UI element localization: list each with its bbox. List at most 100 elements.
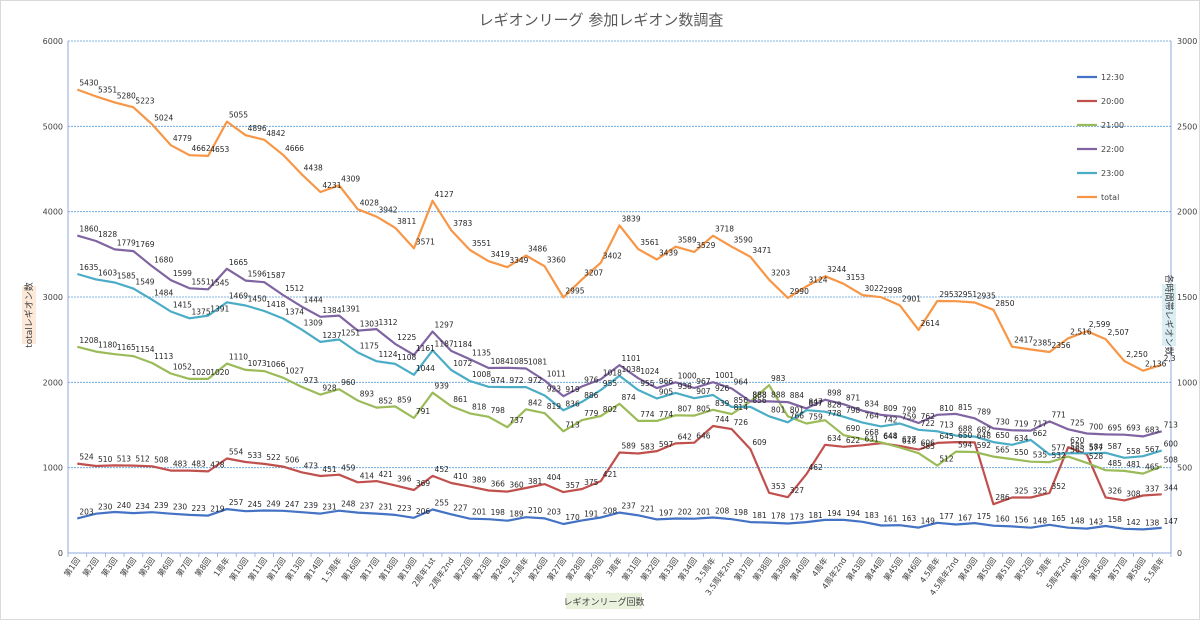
data-label: 2385 bbox=[1033, 338, 1052, 347]
data-label: 2,599 bbox=[1089, 320, 1111, 329]
data-label: 3207 bbox=[584, 268, 603, 277]
data-label: 791 bbox=[416, 407, 431, 416]
data-label: 194 bbox=[827, 509, 842, 518]
data-label: 759 bbox=[808, 412, 823, 421]
series-line-2200 bbox=[76, 234, 1162, 438]
y-right-tick-label: 2000 bbox=[1177, 208, 1197, 217]
data-label: 1101 bbox=[622, 354, 641, 363]
data-label: 369 bbox=[416, 479, 431, 488]
y-left-tick-label: 2000 bbox=[43, 378, 63, 387]
data-label: 764 bbox=[865, 412, 880, 421]
data-label: 839 bbox=[715, 399, 730, 408]
data-label: 1208 bbox=[79, 336, 98, 345]
data-label: 810 bbox=[939, 404, 954, 413]
data-label: 389 bbox=[472, 476, 487, 485]
data-label: 717 bbox=[1033, 420, 1048, 429]
data-label: 410 bbox=[453, 472, 468, 481]
data-label: 528 bbox=[1089, 452, 1104, 461]
data-label: 2935 bbox=[977, 292, 996, 301]
data-label: 819 bbox=[547, 402, 562, 411]
data-label: 928 bbox=[322, 384, 337, 393]
data-label: 147 bbox=[1164, 517, 1179, 526]
data-label: 1081 bbox=[528, 358, 547, 367]
data-label: 3529 bbox=[696, 241, 715, 250]
data-label: 1008 bbox=[472, 370, 491, 379]
data-label: 856 bbox=[734, 396, 749, 405]
data-label: 532 bbox=[1051, 451, 1066, 460]
data-label: 888 bbox=[771, 390, 786, 399]
data-label: 567 bbox=[1145, 445, 1160, 454]
data-label: 688 bbox=[958, 425, 973, 434]
data-label: 198 bbox=[491, 508, 506, 517]
data-label: 231 bbox=[322, 503, 337, 512]
data-label: 2990 bbox=[790, 287, 809, 296]
data-label: 3419 bbox=[491, 250, 510, 259]
data-label: 3203 bbox=[771, 269, 790, 278]
data-label: 2417 bbox=[1014, 336, 1033, 345]
data-label: 522 bbox=[266, 453, 281, 462]
data-label: 815 bbox=[958, 403, 973, 412]
data-label: 1484 bbox=[154, 289, 173, 298]
data-label: 1024 bbox=[640, 367, 659, 376]
data-label: 774 bbox=[640, 410, 655, 419]
data-label: 5055 bbox=[229, 111, 248, 120]
data-label: 2951 bbox=[958, 290, 977, 299]
data-label: 725 bbox=[1070, 418, 1085, 427]
data-label: 1237 bbox=[322, 331, 341, 340]
data-label: 3124 bbox=[808, 275, 827, 284]
data-label: 452 bbox=[435, 465, 450, 474]
data-label: 1073 bbox=[248, 359, 267, 368]
data-label: 5430 bbox=[79, 79, 98, 88]
data-label: 1124 bbox=[378, 350, 397, 359]
data-label: 856 bbox=[752, 396, 767, 405]
data-label: 713 bbox=[565, 420, 580, 429]
data-label: 1545 bbox=[210, 278, 229, 287]
data-label: 2,507 bbox=[1108, 328, 1130, 337]
data-label: 3022 bbox=[865, 284, 884, 293]
data-label: 360 bbox=[509, 481, 524, 490]
data-label: 690 bbox=[846, 424, 861, 433]
data-label: 248 bbox=[341, 500, 356, 509]
y-right-tick-label: 2500 bbox=[1177, 122, 1197, 131]
data-label: 1769 bbox=[135, 240, 154, 249]
y-right-tick-label: 1000 bbox=[1177, 378, 1197, 387]
data-label: 955 bbox=[603, 379, 618, 388]
data-label: 1251 bbox=[341, 328, 360, 337]
data-label: 512 bbox=[135, 455, 150, 464]
data-label: 3349 bbox=[509, 256, 528, 265]
legend: 12:30 20:00 21:00 22:00 23:00 total bbox=[1077, 73, 1124, 202]
legend-label: total bbox=[1101, 193, 1119, 202]
data-label: 421 bbox=[603, 470, 618, 479]
data-label: 1391 bbox=[210, 305, 229, 314]
data-label: 366 bbox=[491, 480, 506, 489]
data-label: 234 bbox=[135, 502, 150, 511]
data-label: 905 bbox=[659, 388, 674, 397]
data-label: 597 bbox=[659, 440, 674, 449]
data-label: 1587 bbox=[266, 271, 285, 280]
data-label: 893 bbox=[360, 390, 375, 399]
data-label: 642 bbox=[678, 432, 693, 441]
data-label: 148 bbox=[1070, 517, 1085, 526]
data-label: 337 bbox=[1145, 484, 1160, 493]
data-label: 650 bbox=[958, 431, 973, 440]
data-label: 1312 bbox=[378, 318, 397, 327]
data-label: 972 bbox=[528, 376, 543, 385]
data-label: 255 bbox=[435, 498, 450, 507]
data-label: 974 bbox=[491, 376, 506, 385]
data-label: 3551 bbox=[472, 239, 491, 248]
data-label: 737 bbox=[509, 416, 524, 425]
data-label: 774 bbox=[659, 410, 674, 419]
data-label: 585 bbox=[921, 442, 936, 451]
data-label: 181 bbox=[752, 511, 767, 520]
data-label: 634 bbox=[1014, 434, 1029, 443]
data-label: 201 bbox=[696, 508, 711, 517]
data-label: 4779 bbox=[173, 134, 192, 143]
data-label: 510 bbox=[98, 455, 113, 464]
legend-label: 22:00 bbox=[1101, 145, 1124, 154]
legend-label: 21:00 bbox=[1101, 121, 1124, 130]
data-label: 189 bbox=[509, 510, 524, 519]
data-label: 4662 bbox=[192, 144, 211, 153]
data-label: 1180 bbox=[98, 341, 117, 350]
data-label: 620 bbox=[1070, 436, 1085, 445]
data-label: 778 bbox=[827, 409, 842, 418]
